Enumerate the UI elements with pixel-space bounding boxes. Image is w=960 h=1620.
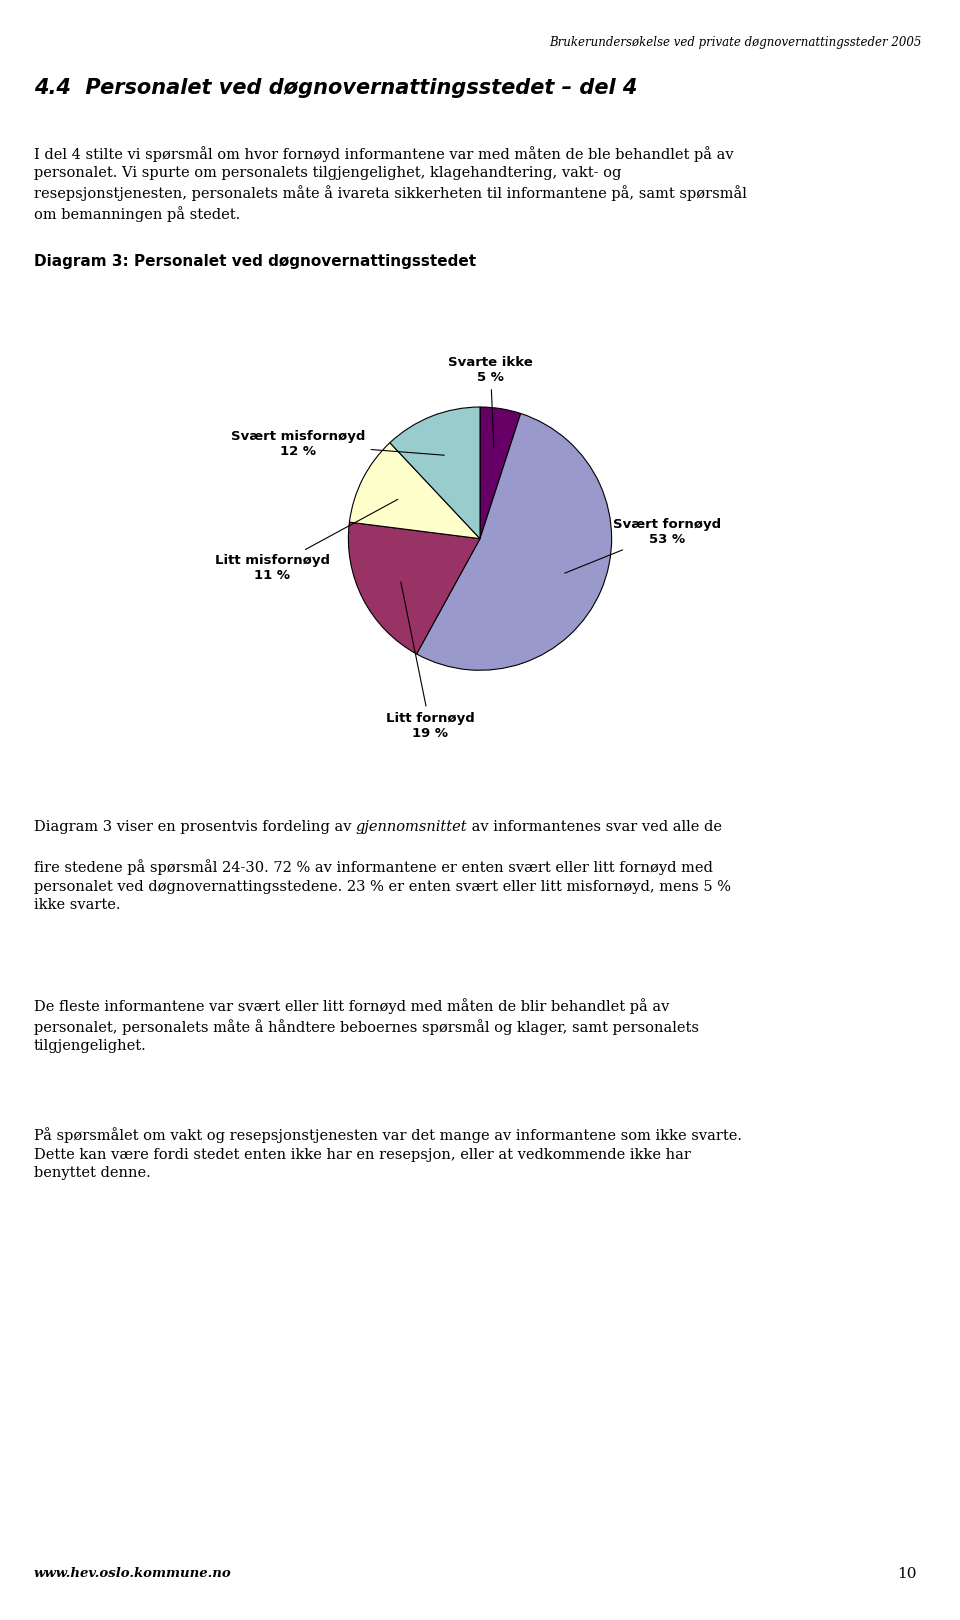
Text: I del 4 stilte vi spørsmål om hvor fornøyd informantene var med måten de ble beh: I del 4 stilte vi spørsmål om hvor fornø…	[34, 146, 747, 222]
Wedge shape	[349, 442, 480, 538]
Wedge shape	[480, 407, 520, 538]
Wedge shape	[417, 413, 612, 671]
Text: Litt fornøyd
19 %: Litt fornøyd 19 %	[386, 582, 474, 740]
Text: gjennomsnittet: gjennomsnittet	[356, 820, 468, 834]
Text: Litt misfornøyd
11 %: Litt misfornøyd 11 %	[214, 499, 397, 582]
Text: Brukerundersøkelse ved private døgnovernattingssteder 2005: Brukerundersøkelse ved private døgnovern…	[549, 37, 922, 50]
Text: av informantenes svar ved alle de: av informantenes svar ved alle de	[468, 820, 722, 834]
Text: Diagram 3: Personalet ved døgnovernattingsstedet: Diagram 3: Personalet ved døgnovernattin…	[34, 254, 476, 269]
Text: 10: 10	[898, 1567, 917, 1581]
Text: 4.4  Personalet ved døgnovernattingsstedet – del 4: 4.4 Personalet ved døgnovernattingsstede…	[34, 78, 637, 97]
Text: Svarte ikke
5 %: Svarte ikke 5 %	[448, 356, 533, 447]
Wedge shape	[348, 522, 480, 654]
Text: Diagram 3 viser en prosentvis fordeling av: Diagram 3 viser en prosentvis fordeling …	[34, 820, 356, 834]
Text: Svært misfornøyd
12 %: Svært misfornøyd 12 %	[231, 429, 444, 458]
Text: På spørsmålet om vakt og resepsjonstjenesten var det mange av informantene som i: På spørsmålet om vakt og resepsjonstjene…	[34, 1128, 741, 1181]
Text: www.hev.oslo.kommune.no: www.hev.oslo.kommune.no	[34, 1567, 231, 1580]
Text: De fleste informantene var svært eller litt fornøyd med måten de blir behandlet : De fleste informantene var svært eller l…	[34, 998, 699, 1053]
Text: Svært fornøyd
53 %: Svært fornøyd 53 %	[564, 518, 721, 573]
Text: fire stedene på spørsmål 24-30. 72 % av informantene er enten svært eller litt f: fire stedene på spørsmål 24-30. 72 % av …	[34, 860, 731, 912]
Wedge shape	[390, 407, 480, 538]
